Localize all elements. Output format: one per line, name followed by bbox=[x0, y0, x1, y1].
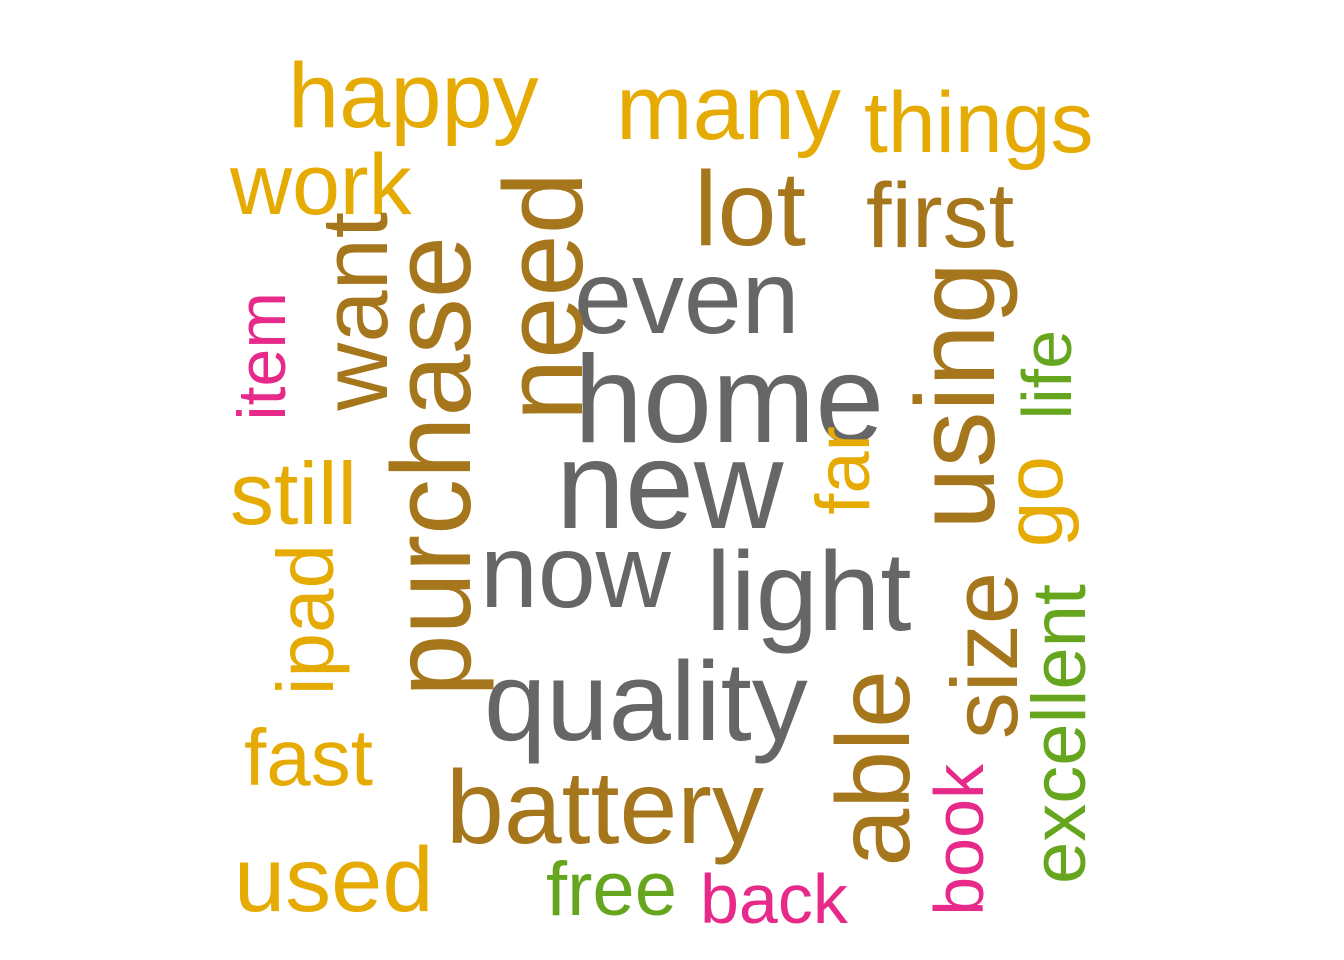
word-lot: lot bbox=[694, 150, 806, 268]
word-fast: fast bbox=[244, 713, 373, 802]
word-battery: battery bbox=[446, 750, 764, 866]
word-back: back bbox=[700, 860, 848, 938]
word-new: new bbox=[556, 417, 784, 555]
word-go: go bbox=[989, 456, 1080, 548]
word-work: work bbox=[230, 137, 412, 233]
word-light: light bbox=[706, 529, 912, 654]
word-home: home bbox=[574, 331, 885, 469]
word-able: able bbox=[816, 670, 932, 867]
word-even: even bbox=[574, 240, 800, 356]
word-far: far bbox=[801, 426, 886, 515]
word-purchase: purchase bbox=[369, 236, 494, 697]
word-need: need bbox=[481, 172, 606, 422]
word-ipad: ipad bbox=[261, 544, 350, 696]
word-excellent: excellent bbox=[1017, 584, 1102, 884]
word-life: life bbox=[1008, 330, 1086, 420]
word-used: used bbox=[234, 829, 434, 931]
word-things: things bbox=[864, 75, 1094, 171]
word-item: item bbox=[224, 292, 300, 421]
word-many: many bbox=[616, 57, 841, 159]
word-first: first bbox=[866, 165, 1015, 267]
word-still: still bbox=[230, 444, 358, 543]
word-free: free bbox=[546, 847, 677, 932]
word-happy: happy bbox=[288, 45, 539, 147]
word-now: now bbox=[480, 514, 671, 630]
word-quality: quality bbox=[484, 639, 808, 764]
word-book: book bbox=[920, 764, 998, 916]
